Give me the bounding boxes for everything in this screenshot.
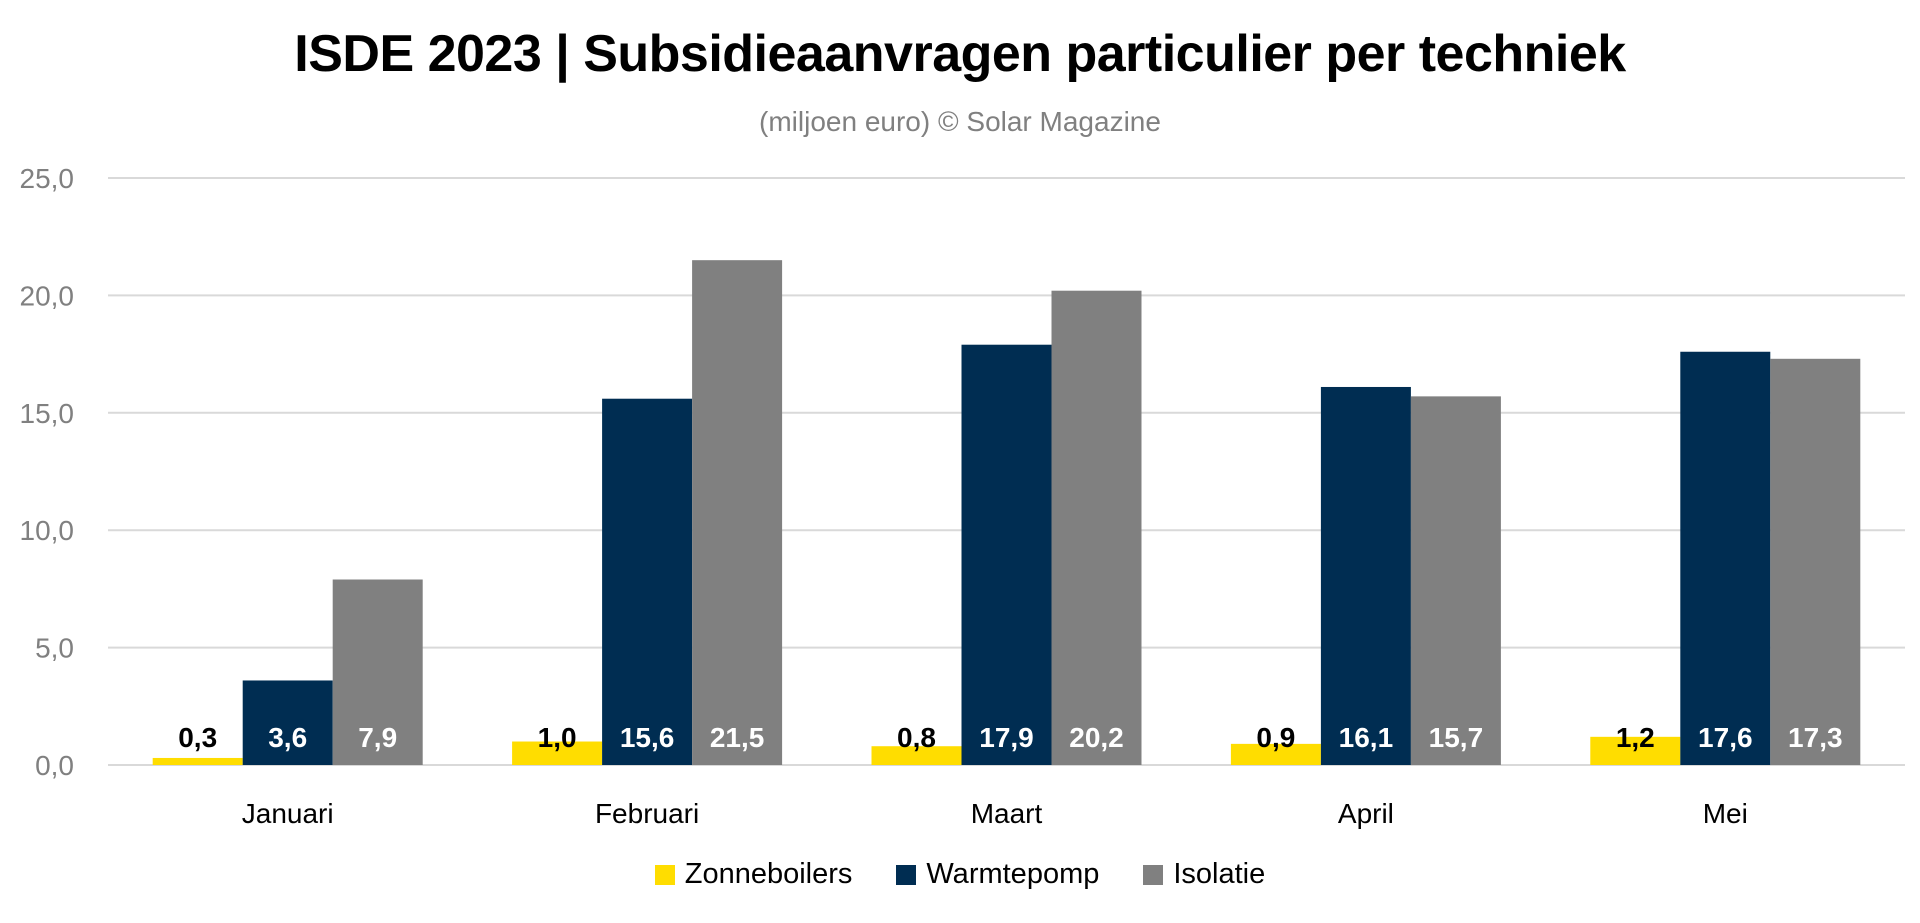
legend-item-warmtepomp: Warmtepomp [896,858,1099,891]
x-axis: Januari Februari Maart April Mei [242,798,1748,829]
bar-zonneboilers-februari [512,741,603,765]
data-label: 0,3 [178,722,217,753]
data-label: 17,3 [1788,722,1843,753]
x-tick-label: Maart [971,798,1043,829]
data-label: 0,8 [897,722,936,753]
bar-isolatie-mei [1770,358,1861,765]
bar-warmtepomp-april [1320,386,1411,765]
y-tick-label: 20,0 [20,280,75,311]
bar-isolatie-januari [332,579,423,765]
data-label: 15,6 [620,722,675,753]
data-label: 16,1 [1339,722,1394,753]
data-label: 0,9 [1256,722,1295,753]
bar-isolatie-februari [692,260,783,765]
bar-zonneboilers-april [1230,743,1321,765]
bar-zonneboilers-maart [871,746,962,765]
y-tick-label: 5,0 [35,633,74,664]
legend-item-isolatie: Isolatie [1143,858,1265,891]
bar-warmtepomp-februari [602,398,693,765]
data-label: 17,6 [1698,722,1753,753]
data-labels: 0,3 3,6 7,9 1,0 15,6 21,5 0,8 17,9 20,2 0,9 16,1 15… [178,722,1842,753]
bar-isolatie-april [1410,396,1501,765]
y-tick-label: 0,0 [35,750,74,781]
data-label: 17,9 [979,722,1034,753]
chart-subtitle: (miljoen euro) © Solar Magazine [759,106,1161,137]
x-tick-label: Januari [242,798,334,829]
bars [152,260,1861,765]
data-label: 3,6 [268,722,307,753]
y-axis: 0,0 5,0 10,0 15,0 20,0 25,0 [20,163,75,781]
data-label: 15,7 [1429,722,1484,753]
legend-label: Warmtepomp [926,858,1100,890]
data-label: 21,5 [710,722,765,753]
data-label: 1,0 [538,722,577,753]
x-tick-label: Februari [595,798,699,829]
y-tick-label: 15,0 [20,398,75,429]
x-tick-label: April [1338,798,1394,829]
bar-zonneboilers-januari [152,757,243,765]
legend-label: Zonneboilers [684,858,853,890]
legend-label: Isolatie [1173,858,1266,890]
legend-swatch [896,864,917,885]
legend: Zonneboilers Warmtepomp Isolatie [0,858,1920,891]
x-tick-label: Mei [1703,798,1748,829]
y-tick-label: 25,0 [20,163,75,194]
bar-warmtepomp-januari [242,680,333,765]
bar-isolatie-maart [1051,290,1142,765]
bar-zonneboilers-mei [1590,736,1681,765]
y-tick-label: 10,0 [20,515,75,546]
legend-swatch [1143,864,1164,885]
chart-title: ISDE 2023 | Subsidieaanvragen particulie… [294,25,1626,83]
bar-warmtepomp-mei [1680,351,1771,765]
data-label: 1,2 [1616,722,1655,753]
data-label: 7,9 [358,722,397,753]
data-label: 20,2 [1069,722,1124,753]
bar-warmtepomp-maart [961,344,1052,765]
legend-swatch [654,864,675,885]
legend-item-zonneboilers: Zonneboilers [654,858,853,891]
